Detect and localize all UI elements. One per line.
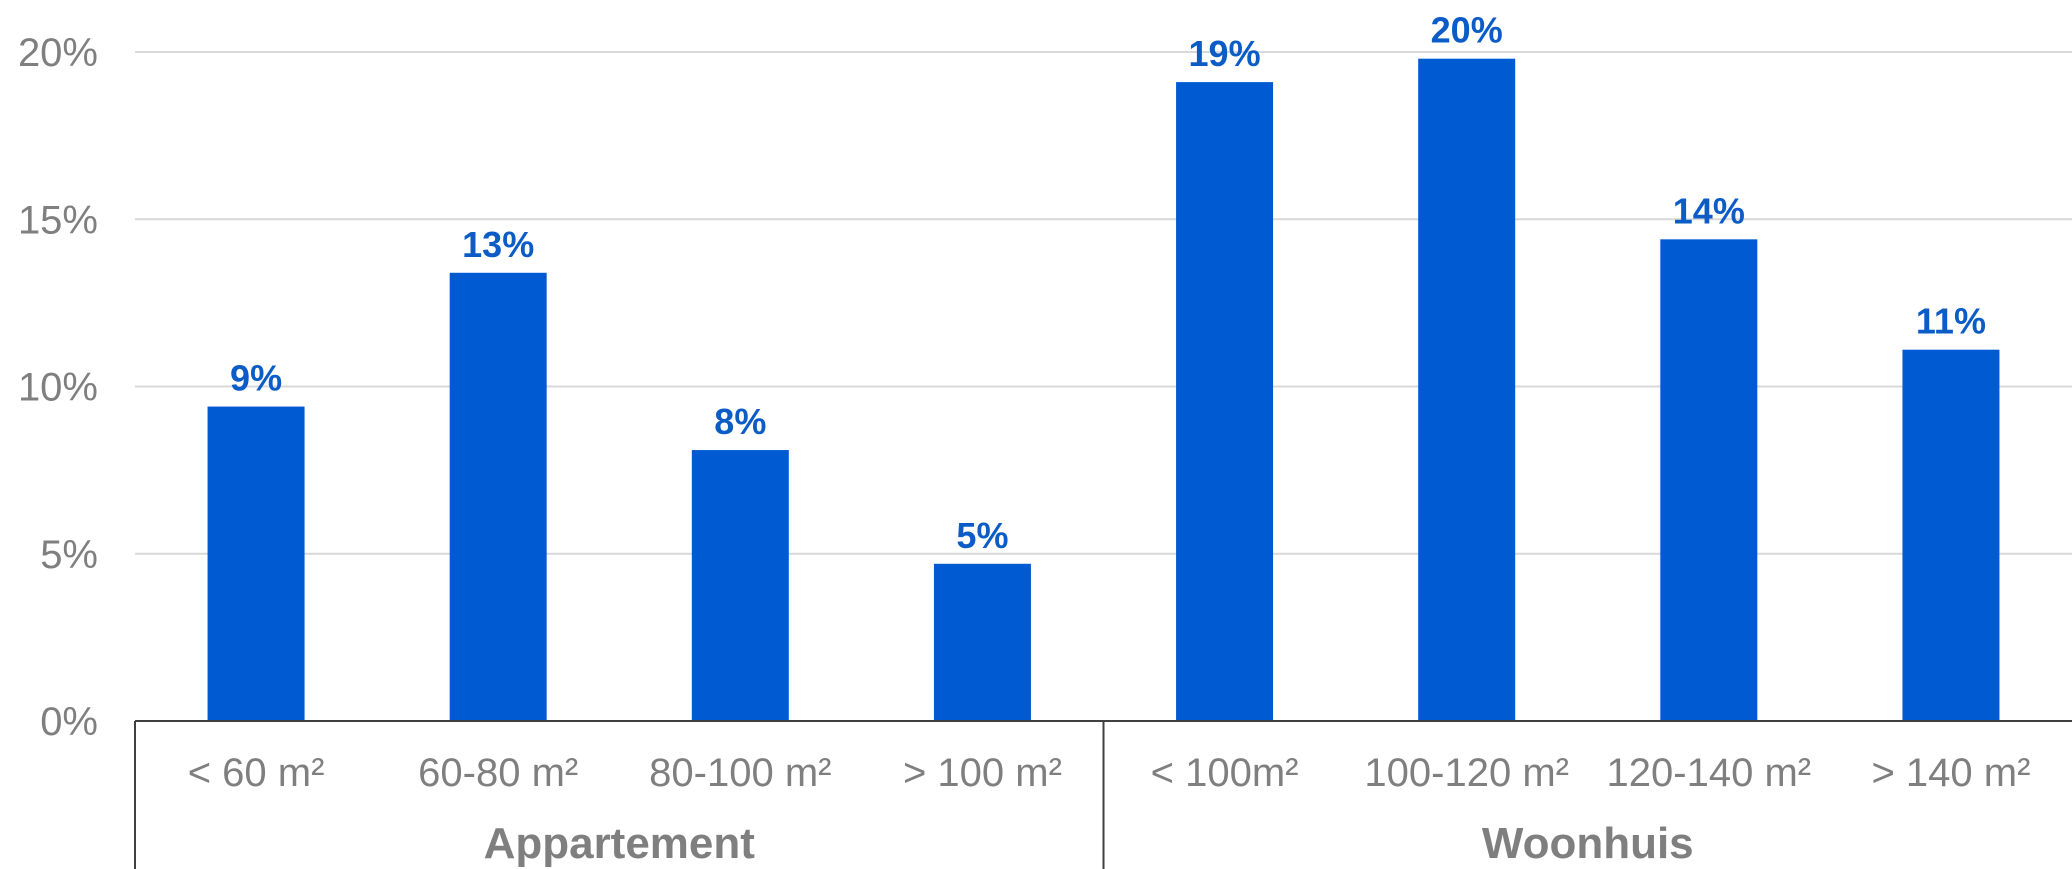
- x-tick-label: > 140 m²: [1871, 751, 2030, 795]
- bar-7: [1660, 239, 1758, 721]
- bar-4: [933, 563, 1031, 721]
- x-tick-label: 80-100 m²: [649, 751, 831, 795]
- bar-1: [207, 406, 305, 721]
- bar-8: [1902, 349, 2000, 721]
- data-label: 13%: [462, 224, 534, 265]
- y-tick-label: 0%: [40, 700, 98, 744]
- y-tick-label: 5%: [40, 533, 98, 577]
- bar-3: [691, 450, 789, 721]
- x-tick-label: < 60 m²: [188, 751, 325, 795]
- data-label: 8%: [714, 401, 766, 442]
- bar-5: [1176, 82, 1274, 722]
- y-tick-label: 20%: [18, 31, 98, 75]
- x-tick-label: > 100 m²: [903, 751, 1062, 795]
- data-label: 20%: [1431, 10, 1503, 51]
- x-tick-label: < 100m²: [1151, 751, 1299, 795]
- x-tick-label: 120-140 m²: [1607, 751, 1812, 795]
- data-label: 11%: [1916, 301, 1986, 342]
- x-tick-label: 60-80 m²: [418, 751, 578, 795]
- bar-2: [449, 272, 547, 721]
- bar-6: [1418, 58, 1516, 721]
- y-tick-label: 10%: [18, 366, 98, 410]
- data-label: 9%: [230, 358, 282, 399]
- data-label: 19%: [1189, 33, 1261, 74]
- data-label: 14%: [1673, 190, 1745, 231]
- data-label: 5%: [956, 515, 1008, 556]
- group-label: Woonhuis: [1482, 819, 1694, 868]
- group-label: Appartement: [484, 819, 756, 868]
- x-tick-label: 100-120 m²: [1364, 751, 1569, 795]
- y-tick-label: 15%: [18, 198, 98, 242]
